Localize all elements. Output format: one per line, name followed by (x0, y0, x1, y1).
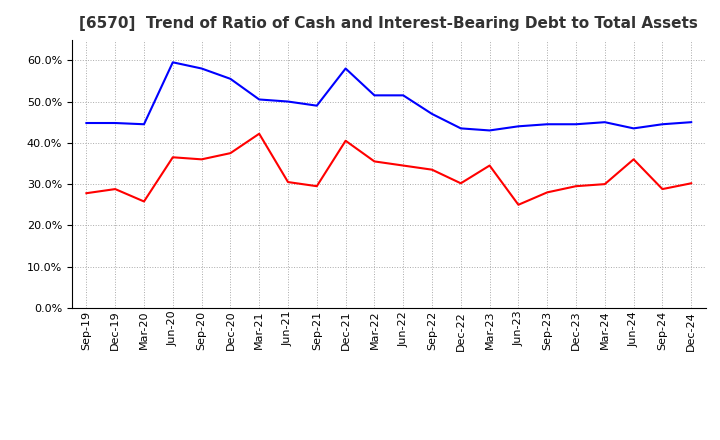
Cash (514, 202, 523, 207)
Interest-Bearing Debt (543, 121, 552, 127)
Interest-Bearing Debt (284, 99, 292, 104)
Cash (658, 187, 667, 192)
Cash (168, 154, 177, 160)
Cash (226, 150, 235, 156)
Interest-Bearing Debt (312, 103, 321, 108)
Cash (140, 199, 148, 204)
Interest-Bearing Debt (399, 93, 408, 98)
Interest-Bearing Debt (341, 66, 350, 71)
Cash (111, 187, 120, 192)
Cash (284, 180, 292, 185)
Cash (255, 131, 264, 136)
Cash (197, 157, 206, 162)
Cash (399, 163, 408, 168)
Interest-Bearing Debt (572, 121, 580, 127)
Cash (572, 183, 580, 189)
Cash (543, 190, 552, 195)
Interest-Bearing Debt (514, 124, 523, 129)
Cash (341, 138, 350, 143)
Cash (687, 181, 696, 186)
Cash (456, 181, 465, 186)
Cash (428, 167, 436, 172)
Interest-Bearing Debt (658, 121, 667, 127)
Interest-Bearing Debt (428, 111, 436, 117)
Interest-Bearing Debt (111, 121, 120, 126)
Cash (629, 157, 638, 162)
Interest-Bearing Debt (197, 66, 206, 71)
Cash (485, 163, 494, 168)
Cash (370, 159, 379, 164)
Interest-Bearing Debt (485, 128, 494, 133)
Line: Cash: Cash (86, 134, 691, 205)
Cash (600, 181, 609, 187)
Cash (312, 183, 321, 189)
Interest-Bearing Debt (600, 120, 609, 125)
Interest-Bearing Debt (456, 126, 465, 131)
Interest-Bearing Debt (629, 126, 638, 131)
Cash (82, 191, 91, 196)
Interest-Bearing Debt (82, 121, 91, 126)
Interest-Bearing Debt (370, 93, 379, 98)
Title: [6570]  Trend of Ratio of Cash and Interest-Bearing Debt to Total Assets: [6570] Trend of Ratio of Cash and Intere… (79, 16, 698, 32)
Interest-Bearing Debt (687, 120, 696, 125)
Interest-Bearing Debt (255, 97, 264, 102)
Line: Interest-Bearing Debt: Interest-Bearing Debt (86, 62, 691, 130)
Interest-Bearing Debt (140, 121, 148, 127)
Interest-Bearing Debt (226, 76, 235, 81)
Interest-Bearing Debt (168, 60, 177, 65)
